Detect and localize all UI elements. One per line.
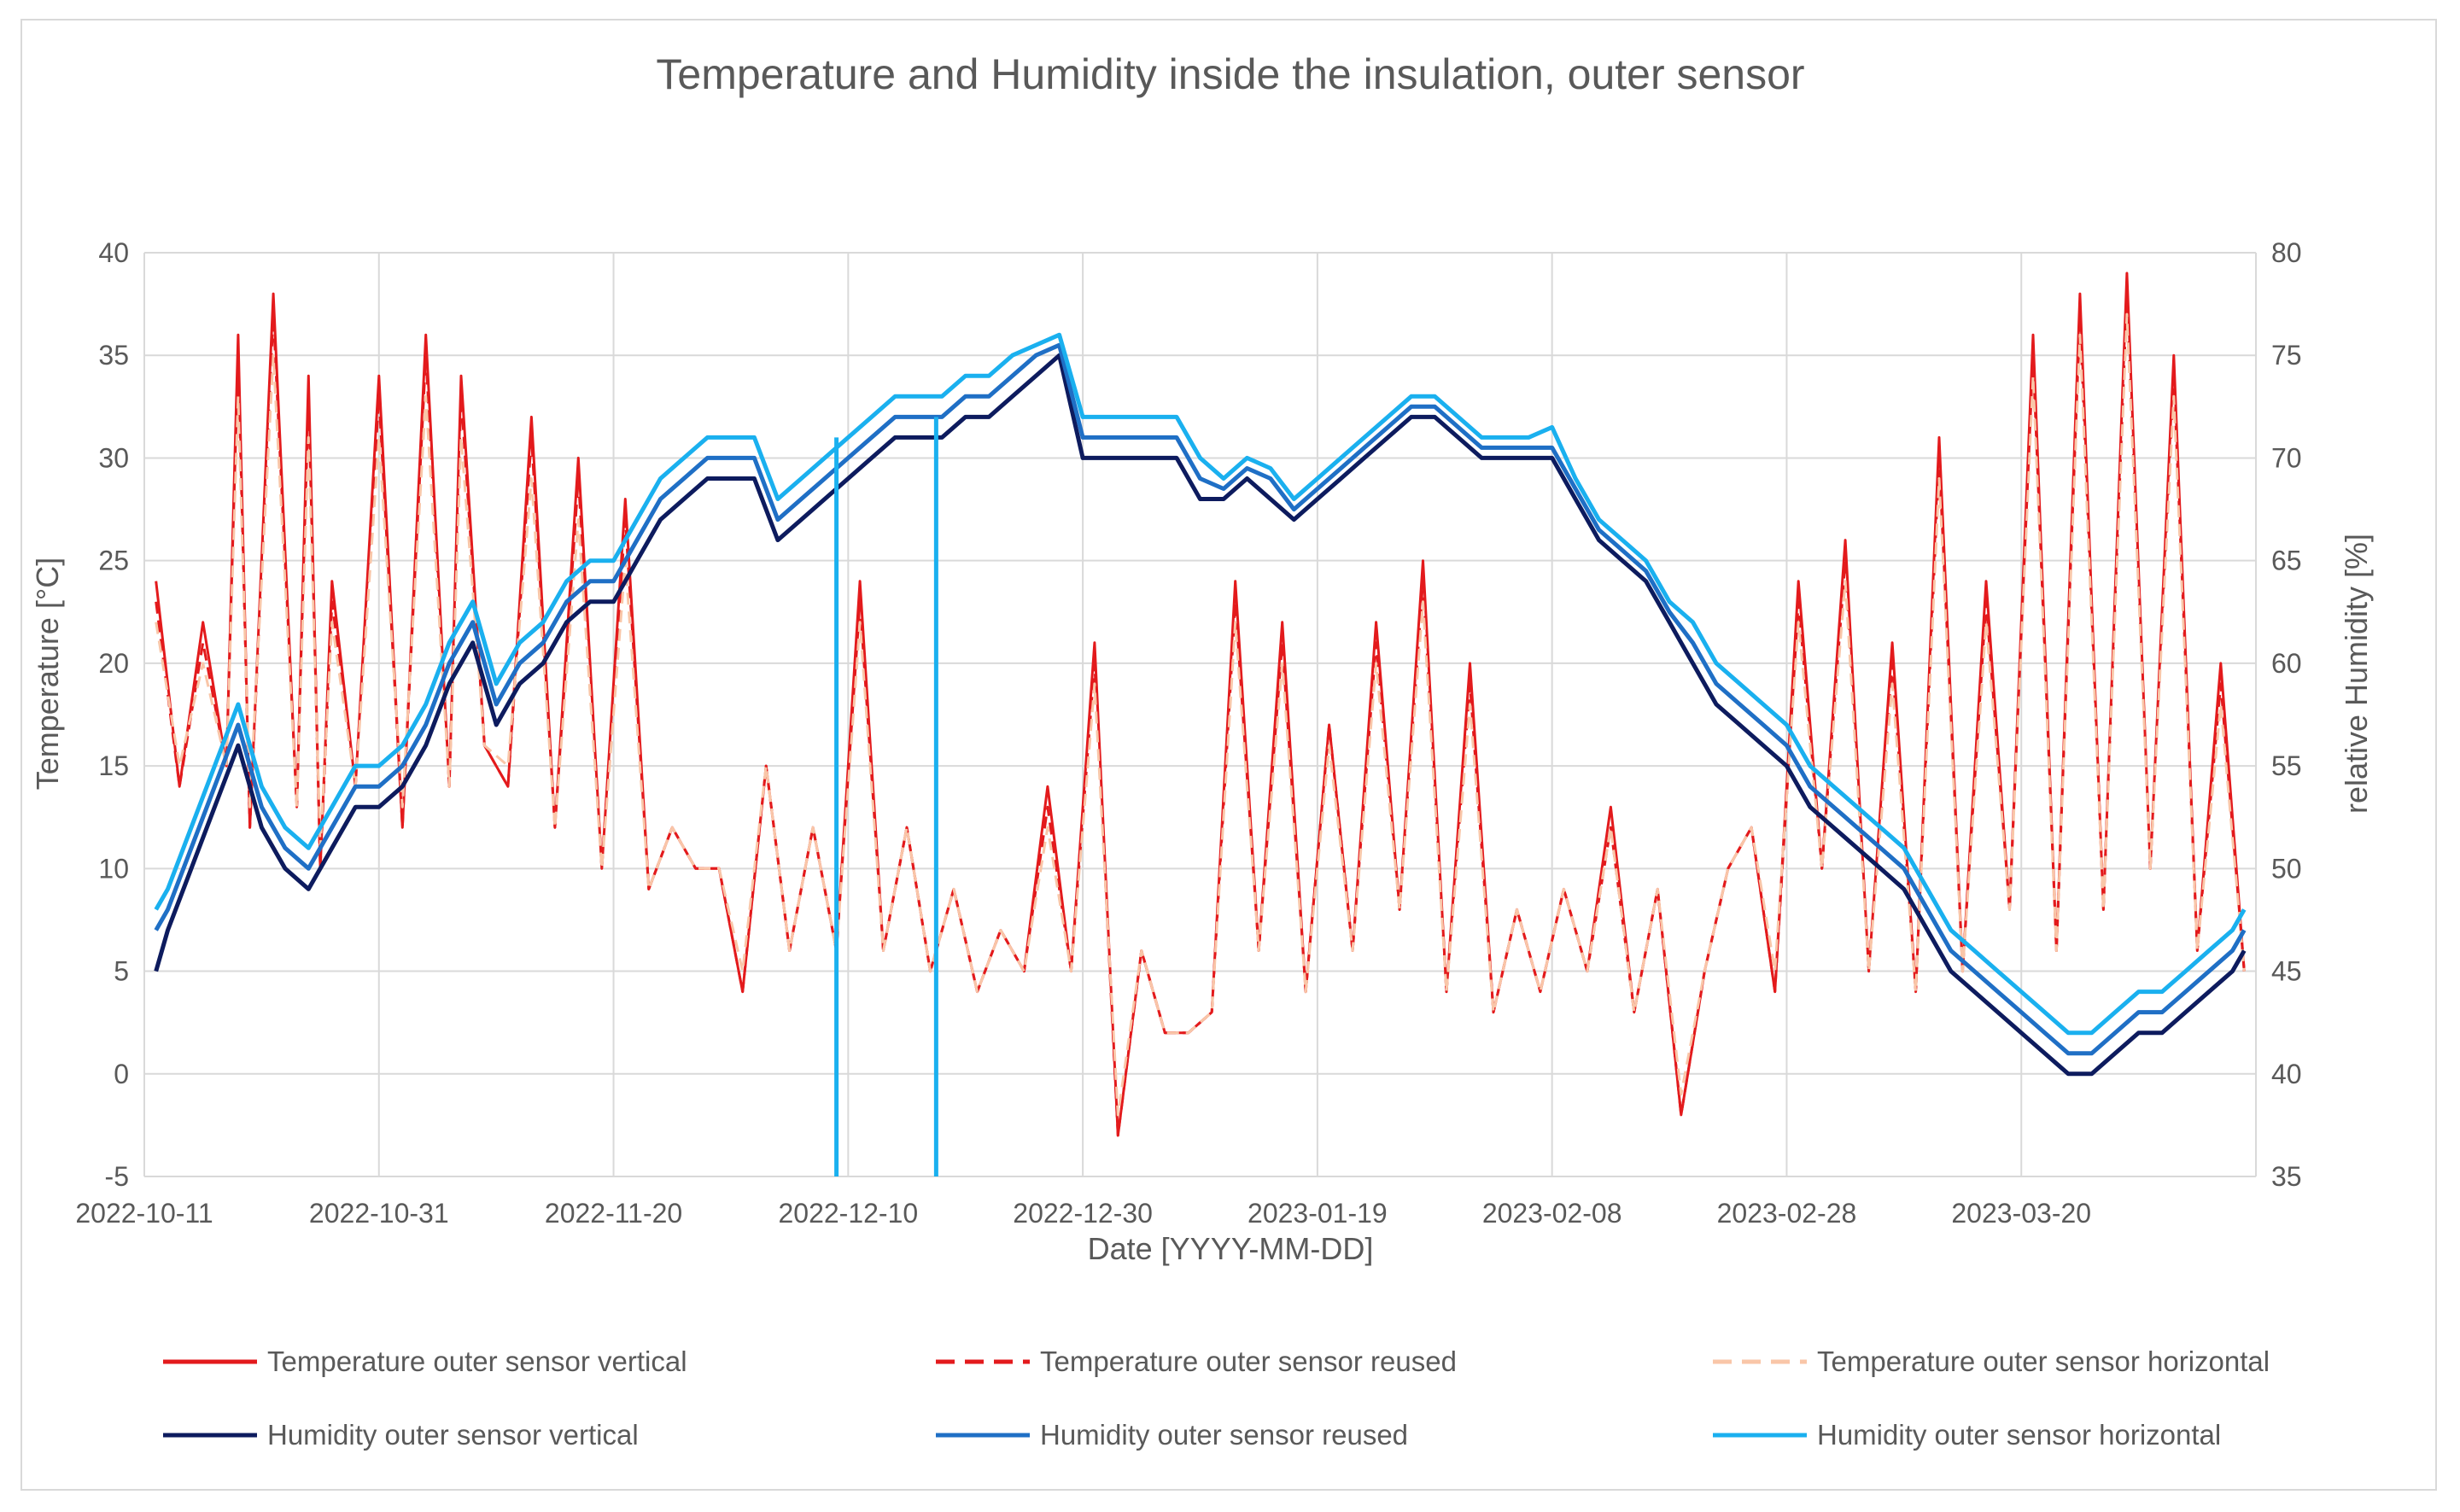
series-line-humidity-outer-sensor-horizontal: [154, 332, 2247, 1036]
series-layer: [154, 271, 2247, 1176]
x-tick-label: 2023-02-08: [1482, 1198, 1622, 1229]
y-right-tick-label: 75: [2271, 340, 2302, 371]
y-right-tick-label: 40: [2271, 1059, 2302, 1089]
series-line-humidity-outer-sensor-vertical: [154, 353, 2247, 1077]
legend-item: Humidity outer sensor vertical: [163, 1419, 639, 1451]
series-line-temperature-outer-sensor-horizontal: [155, 312, 2246, 1117]
legend-label: Humidity outer sensor vertical: [267, 1419, 639, 1451]
chart-title: Temperature and Humidity inside the insu…: [656, 50, 1804, 98]
y-axis-right-label: relative Humidity [%]: [2339, 534, 2374, 814]
legend-label: Temperature outer sensor reused: [1040, 1346, 1457, 1377]
y-right-tick-label: 60: [2271, 648, 2302, 679]
legend-label: Humidity outer sensor reused: [1040, 1419, 1408, 1451]
x-tick-label: 2023-02-28: [1717, 1198, 1857, 1229]
y-right-tick-label: 45: [2271, 956, 2302, 987]
legend-item: Humidity outer sensor reused: [936, 1419, 1408, 1451]
x-axis-ticks: 2022-10-11 2022-10-31 2022-11-20 2022-12-10…: [75, 1198, 2091, 1229]
y-left-tick-label: -5: [105, 1161, 129, 1192]
series-line-temperature-outer-sensor-vertical: [155, 271, 2246, 1137]
legend-item: Humidity outer sensor horizontal: [1713, 1419, 2221, 1451]
x-tick-label: 2022-11-20: [545, 1198, 682, 1229]
y-left-tick-label: 10: [98, 853, 129, 884]
y-left-tick-label: 15: [98, 750, 129, 781]
x-tick-label: 2022-10-31: [309, 1198, 449, 1229]
y-axis-left-label: Temperature [°C]: [30, 558, 65, 791]
x-tick-label: 2023-01-19: [1248, 1198, 1388, 1229]
y-axis-left-ticks: -5 0 5 10 15 20 25 30 35 40: [98, 237, 129, 1192]
legend-label: Temperature outer sensor vertical: [267, 1346, 687, 1377]
y-right-tick-label: 70: [2271, 442, 2302, 473]
y-left-tick-label: 40: [98, 237, 129, 268]
legend: Temperature outer sensor vertical Tempera…: [163, 1346, 2270, 1451]
y-right-tick-label: 65: [2271, 546, 2302, 576]
x-tick-label: 2022-12-10: [778, 1198, 918, 1229]
legend-label: Humidity outer sensor horizontal: [1817, 1419, 2221, 1451]
y-right-tick-label: 55: [2271, 750, 2302, 781]
chart-frame: Temperature and Humidity inside the insu…: [20, 19, 2437, 1491]
y-left-tick-label: 5: [114, 956, 129, 987]
x-axis-label: Date [YYYY-MM-DD]: [1088, 1231, 1374, 1266]
y-left-tick-label: 0: [114, 1059, 129, 1089]
series-line-humidity-outer-sensor-reused: [154, 342, 2247, 1056]
y-left-tick-label: 20: [98, 648, 129, 679]
y-right-tick-label: 35: [2271, 1161, 2302, 1192]
series-line-temperature-outer-sensor-reused: [155, 292, 2246, 1137]
y-right-tick-label: 50: [2271, 853, 2302, 884]
legend-item: Temperature outer sensor horizontal: [1713, 1346, 2270, 1377]
chart: Temperature and Humidity inside the insu…: [30, 50, 2374, 1451]
y-left-tick-label: 30: [98, 442, 129, 473]
x-tick-label: 2022-12-30: [1013, 1198, 1153, 1229]
y-left-tick-label: 25: [98, 546, 129, 576]
y-axis-right-ticks: 35 40 45 50 55 60 65 70 75 80: [2271, 237, 2302, 1192]
legend-item: Temperature outer sensor vertical: [163, 1346, 687, 1377]
x-tick-label: 2023-03-20: [1951, 1198, 2091, 1229]
legend-label: Temperature outer sensor horizontal: [1817, 1346, 2270, 1377]
x-tick-label: 2022-10-11: [75, 1198, 213, 1229]
y-right-tick-label: 80: [2271, 237, 2302, 268]
y-left-tick-label: 35: [98, 340, 129, 371]
legend-item: Temperature outer sensor reused: [936, 1346, 1457, 1377]
